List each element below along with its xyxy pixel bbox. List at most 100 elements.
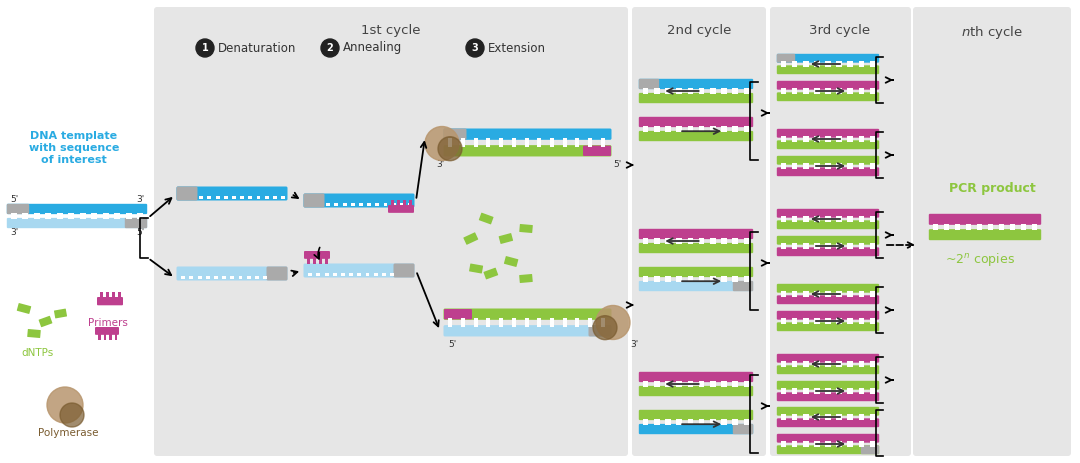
Bar: [792, 292, 797, 296]
Bar: [966, 224, 971, 231]
FancyBboxPatch shape: [95, 327, 119, 335]
Text: 2nd cycle: 2nd cycle: [666, 24, 731, 37]
FancyBboxPatch shape: [777, 209, 879, 218]
Bar: [836, 388, 842, 394]
Bar: [404, 200, 406, 206]
Bar: [836, 319, 842, 324]
Bar: [836, 88, 842, 94]
FancyBboxPatch shape: [125, 218, 147, 228]
Text: DNA template
with sequence
of interest: DNA template with sequence of interest: [29, 131, 119, 165]
Bar: [342, 203, 347, 206]
Bar: [825, 388, 831, 394]
Bar: [676, 419, 681, 425]
Bar: [397, 200, 400, 206]
Bar: [699, 276, 704, 282]
Circle shape: [321, 39, 339, 57]
Bar: [955, 224, 960, 231]
Bar: [392, 203, 395, 206]
FancyBboxPatch shape: [777, 311, 879, 319]
Bar: [721, 381, 727, 387]
Bar: [836, 362, 842, 367]
Text: 2: 2: [326, 43, 334, 53]
FancyBboxPatch shape: [638, 267, 753, 277]
Bar: [836, 414, 842, 419]
Bar: [721, 126, 727, 132]
Bar: [341, 273, 345, 276]
Bar: [550, 319, 554, 326]
Bar: [869, 319, 875, 324]
Bar: [688, 88, 693, 94]
FancyBboxPatch shape: [638, 93, 753, 103]
Bar: [688, 419, 693, 425]
FancyBboxPatch shape: [267, 267, 287, 281]
Bar: [207, 196, 212, 199]
Text: Extension: Extension: [488, 42, 546, 55]
Bar: [721, 88, 727, 94]
FancyBboxPatch shape: [478, 213, 494, 225]
Circle shape: [593, 316, 617, 340]
Bar: [869, 442, 875, 446]
Bar: [654, 126, 660, 132]
FancyBboxPatch shape: [638, 410, 753, 420]
Bar: [869, 62, 875, 67]
Bar: [654, 88, 660, 94]
Bar: [665, 88, 671, 94]
Bar: [804, 62, 809, 67]
Bar: [537, 319, 541, 326]
Bar: [92, 213, 97, 219]
FancyBboxPatch shape: [777, 129, 879, 138]
Bar: [732, 88, 738, 94]
Bar: [699, 88, 704, 94]
FancyBboxPatch shape: [777, 418, 879, 427]
FancyBboxPatch shape: [463, 232, 478, 245]
Bar: [825, 62, 831, 67]
Bar: [732, 238, 738, 244]
Bar: [781, 244, 786, 249]
Bar: [721, 419, 727, 425]
Bar: [248, 196, 253, 199]
Bar: [281, 196, 285, 199]
Bar: [1031, 224, 1037, 231]
FancyBboxPatch shape: [913, 7, 1071, 456]
Text: 3': 3': [10, 228, 18, 237]
Bar: [825, 163, 831, 169]
Bar: [792, 137, 797, 142]
Bar: [869, 217, 875, 221]
Bar: [804, 388, 809, 394]
Bar: [792, 88, 797, 94]
Bar: [825, 362, 831, 367]
Bar: [563, 138, 567, 147]
Bar: [804, 292, 809, 296]
Text: 3rd cycle: 3rd cycle: [809, 24, 870, 37]
Bar: [710, 88, 716, 94]
Bar: [676, 276, 681, 282]
FancyBboxPatch shape: [777, 81, 879, 90]
Bar: [550, 138, 554, 147]
Bar: [732, 381, 738, 387]
FancyBboxPatch shape: [777, 445, 879, 454]
Bar: [351, 203, 354, 206]
Text: 3': 3': [137, 195, 145, 204]
Bar: [744, 419, 750, 425]
Bar: [825, 292, 831, 296]
FancyBboxPatch shape: [6, 204, 147, 214]
FancyBboxPatch shape: [632, 7, 766, 456]
Bar: [23, 213, 28, 219]
Text: $n$th cycle: $n$th cycle: [961, 24, 1023, 41]
Bar: [869, 244, 875, 249]
Bar: [804, 88, 809, 94]
Bar: [781, 362, 786, 367]
Circle shape: [596, 306, 630, 339]
Bar: [11, 213, 16, 219]
Text: PCR product: PCR product: [948, 182, 1036, 195]
Bar: [320, 258, 322, 264]
Bar: [988, 224, 994, 231]
FancyBboxPatch shape: [861, 445, 879, 454]
Bar: [804, 319, 809, 324]
FancyBboxPatch shape: [519, 224, 532, 233]
Bar: [744, 126, 750, 132]
Bar: [525, 138, 528, 147]
Bar: [525, 319, 528, 326]
Bar: [232, 196, 235, 199]
Bar: [107, 292, 109, 298]
